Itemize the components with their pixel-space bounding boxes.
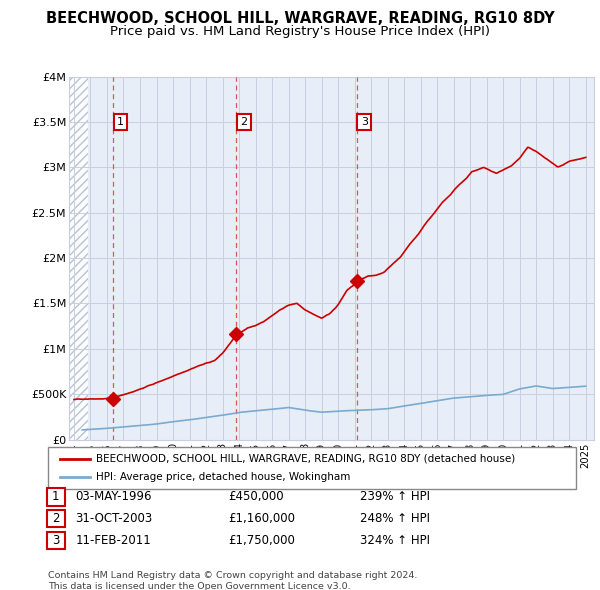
Text: 11-FEB-2011: 11-FEB-2011 [76,534,151,547]
Text: 248% ↑ HPI: 248% ↑ HPI [360,512,430,525]
Text: 239% ↑ HPI: 239% ↑ HPI [360,490,430,503]
Text: BEECHWOOD, SCHOOL HILL, WARGRAVE, READING, RG10 8DY: BEECHWOOD, SCHOOL HILL, WARGRAVE, READIN… [46,11,554,25]
Text: 2: 2 [52,512,59,525]
Text: £1,160,000: £1,160,000 [228,512,295,525]
Text: Price paid vs. HM Land Registry's House Price Index (HPI): Price paid vs. HM Land Registry's House … [110,25,490,38]
Text: £1,750,000: £1,750,000 [228,534,295,547]
Text: BEECHWOOD, SCHOOL HILL, WARGRAVE, READING, RG10 8DY (detached house): BEECHWOOD, SCHOOL HILL, WARGRAVE, READIN… [96,454,515,464]
Text: Contains HM Land Registry data © Crown copyright and database right 2024.
This d: Contains HM Land Registry data © Crown c… [48,571,418,590]
Text: 3: 3 [361,117,368,127]
Text: 3: 3 [52,534,59,547]
Text: 1: 1 [117,117,124,127]
Text: 03-MAY-1996: 03-MAY-1996 [76,490,152,503]
Text: 324% ↑ HPI: 324% ↑ HPI [360,534,430,547]
Text: HPI: Average price, detached house, Wokingham: HPI: Average price, detached house, Woki… [96,472,350,482]
Text: £450,000: £450,000 [228,490,284,503]
Text: 1: 1 [52,490,59,503]
Text: 2: 2 [241,117,247,127]
Text: 31-OCT-2003: 31-OCT-2003 [76,512,153,525]
